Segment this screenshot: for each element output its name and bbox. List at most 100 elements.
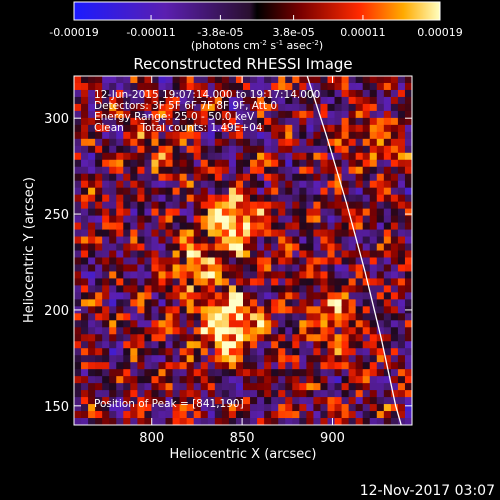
heatmap-cell (278, 257, 286, 266)
heatmap-cell (116, 96, 124, 105)
heatmap-cell (193, 215, 202, 224)
heatmap-cell (250, 215, 258, 224)
heatmap-cell (151, 89, 160, 98)
heatmap-cell (116, 222, 124, 231)
heatmap-cell (306, 180, 315, 189)
heatmap-cell (165, 138, 174, 147)
heatmap-cell (313, 264, 322, 273)
heatmap-cell (376, 208, 385, 217)
heatmap-cell (397, 271, 406, 280)
heatmap-cell (264, 397, 272, 405)
heatmap-cell (186, 257, 195, 266)
heatmap-cell (348, 327, 357, 335)
heatmap-cell (257, 166, 265, 175)
heatmap-cell (404, 194, 412, 203)
heatmap-cell (362, 397, 371, 405)
heatmap-cell (362, 243, 371, 252)
heatmap-cell (207, 180, 216, 189)
heatmap-cell (292, 131, 300, 140)
heatmap-cell (369, 404, 378, 412)
heatmap-cell (334, 145, 343, 154)
heatmap-cell (362, 362, 371, 370)
heatmap-cell (165, 341, 174, 349)
heatmap-cell (123, 145, 131, 154)
heatmap-cell (376, 110, 385, 119)
heatmap-cell (271, 124, 279, 133)
heatmap-cell (165, 334, 174, 342)
heatmap-cell (334, 250, 343, 259)
heatmap-cell (81, 159, 89, 168)
heatmap-cell (390, 110, 399, 119)
heatmap-cell (74, 418, 82, 425)
heatmap-cell (383, 222, 392, 231)
heatmap-cell (271, 299, 279, 307)
heatmap-cell (228, 404, 237, 412)
heatmap-cell (243, 411, 251, 419)
heatmap-cell (88, 187, 96, 196)
heatmap-cell (228, 110, 237, 119)
heatmap-cell (299, 383, 307, 391)
heatmap-cell (186, 313, 195, 321)
heatmap-cell (278, 369, 286, 377)
heatmap-cell (81, 327, 89, 335)
heatmap-cell (214, 348, 223, 356)
heatmap-cell (228, 173, 237, 182)
heatmap-cell (74, 313, 82, 321)
heatmap-cell (320, 180, 329, 189)
heatmap-cell (172, 306, 181, 314)
heatmap-cell (362, 82, 371, 91)
heatmap-cell (278, 166, 286, 175)
heatmap-cell (144, 390, 153, 398)
heatmap-cell (278, 76, 286, 84)
heatmap-cell (207, 131, 216, 140)
heatmap-cell (151, 376, 160, 384)
heatmap-cell (334, 411, 343, 419)
heatmap-cell (383, 89, 392, 98)
heatmap-cell (306, 355, 315, 363)
heatmap-cell (355, 383, 364, 391)
heatmap-cell (109, 292, 117, 300)
heatmap-cell (109, 369, 117, 377)
heatmap-cell (334, 110, 343, 119)
heatmap-cell (334, 418, 343, 425)
heatmap-cell (320, 131, 329, 140)
heatmap-cell (235, 173, 244, 182)
heatmap-cell (165, 124, 174, 133)
heatmap-cell (81, 285, 89, 293)
heatmap-cell (165, 145, 174, 154)
heatmap-cell (264, 138, 272, 147)
heatmap-cell (228, 96, 237, 105)
heatmap-cell (327, 208, 336, 217)
heatmap-cell (235, 327, 244, 335)
heatmap-cell (355, 103, 364, 112)
heatmap-cell (299, 208, 307, 217)
heatmap-cell (243, 131, 251, 140)
heatmap-cell (95, 250, 103, 259)
heatmap-cell (88, 124, 96, 133)
heatmap-cell (250, 124, 258, 133)
heatmap-cell (123, 278, 131, 286)
heatmap-cell (292, 243, 300, 252)
heatmap-cell (271, 250, 279, 259)
heatmap-cell (327, 390, 336, 398)
heatmap-cell (292, 348, 300, 356)
heatmap-cell (81, 180, 89, 189)
heatmap-cell (327, 187, 336, 196)
heatmap-cell (116, 89, 124, 98)
heatmap-cell (228, 208, 237, 217)
heatmap-cell (193, 229, 202, 238)
heatmap-cell (109, 103, 117, 112)
heatmap-cell (151, 418, 160, 425)
heatmap-cell (228, 327, 237, 335)
heatmap-cell (376, 411, 385, 419)
heatmap-cell (144, 348, 153, 356)
heatmap-cell (228, 397, 237, 405)
heatmap-cell (102, 383, 110, 391)
heatmap-cell (390, 418, 399, 425)
heatmap-cell (320, 215, 329, 224)
heatmap-cell (130, 369, 138, 377)
heatmap-cell (207, 264, 216, 273)
heatmap-cell (193, 313, 202, 321)
heatmap-cell (341, 250, 350, 259)
heatmap-cell (123, 152, 131, 161)
